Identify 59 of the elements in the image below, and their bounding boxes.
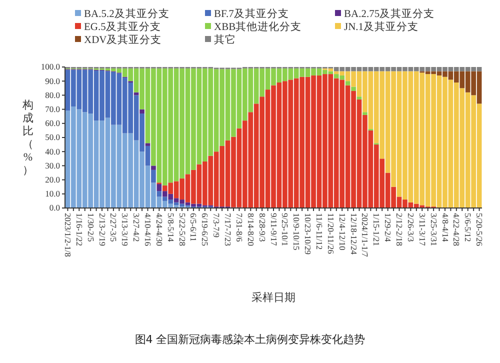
x-tick-label: 3/11-3/17 bbox=[417, 213, 428, 246]
x-tick-label: 7/31-8/6 bbox=[234, 213, 244, 242]
x-tick-label: 2024/1/1-1/7 bbox=[360, 213, 370, 257]
x-tick-label: 4/22-4/28 bbox=[452, 213, 462, 246]
x-tick-label: 6/19-6/25 bbox=[200, 213, 210, 246]
x-tick-label: 7/17-7/23 bbox=[223, 213, 234, 246]
x-tick-label: 1/29-2/4 bbox=[383, 213, 394, 243]
x-tick-label: 7/3-7/9 bbox=[212, 213, 222, 238]
y-tick-label: 100.0 bbox=[40, 62, 60, 72]
x-tick-label: 8/28-9/3 bbox=[257, 213, 268, 242]
x-tick-label: 5/22-5/28 bbox=[177, 213, 188, 246]
legend-label: XBB其他进化分支 bbox=[214, 20, 302, 33]
x-tick-label: 12/4-12/10 bbox=[337, 213, 348, 250]
y-tick-label: 90.0 bbox=[45, 76, 60, 86]
y-axis-title: 构成比（%） bbox=[22, 100, 34, 177]
y-tick-label: 70.0 bbox=[45, 104, 60, 114]
x-tick-label: 3/25-3/31 bbox=[428, 213, 439, 246]
x-tick-label: 12/18-12/24 bbox=[348, 213, 359, 256]
x-tick-label: 2/26-3/3 bbox=[406, 213, 416, 242]
y-tick-label: 10.0 bbox=[45, 188, 60, 199]
x-tick-label: 2/27-3/5 bbox=[108, 213, 119, 242]
legend-label: BA.2.75及其亚分支 bbox=[344, 7, 435, 20]
x-tick-label: 8/14-8/20 bbox=[246, 213, 256, 246]
x-axis-title: 采样日期 bbox=[252, 291, 296, 304]
y-tick-label: 20.0 bbox=[45, 174, 60, 185]
y-tick-label: 40.0 bbox=[45, 146, 60, 156]
x-tick-label: 2/12-2/18 bbox=[394, 213, 405, 246]
x-tick-label: 2023/1/2-1/8 bbox=[62, 213, 73, 257]
x-tick-label: 11/6-11/12 bbox=[314, 213, 325, 250]
x-tick-label: 6/5-6/11 bbox=[188, 213, 199, 242]
caption: 图4 全国新冠病毒感染本土病例变异株变化趋势 bbox=[134, 333, 366, 346]
legend-label: 其它 bbox=[214, 33, 236, 46]
x-tick-label: 3/13-3/19 bbox=[120, 213, 130, 246]
x-tick-label: 5/6-5/12 bbox=[463, 213, 474, 242]
y-tick-label: 30.0 bbox=[45, 160, 60, 170]
x-tick-label: 1/16-1/22 bbox=[74, 213, 84, 246]
x-tick-label: 3/27-4/2 bbox=[132, 213, 142, 242]
x-tick-label: 4/8-4/14 bbox=[440, 213, 450, 243]
x-tick-label: 9/25-10/1 bbox=[280, 213, 290, 246]
x-tick-label: 5/20-5/26 bbox=[474, 213, 485, 246]
legend-label: BA.5.2及其亚分支 bbox=[84, 7, 170, 20]
legend-label: EG.5及其亚分支 bbox=[84, 20, 161, 33]
y-tick-label: 50.0 bbox=[45, 132, 60, 142]
x-tick-label: 11/20-11/26 bbox=[326, 213, 336, 254]
y-tick-label: 0.0 bbox=[49, 202, 60, 213]
legend-label: BF.7及其亚分支 bbox=[214, 7, 289, 20]
x-tick-label: 10/23-10/29 bbox=[303, 213, 314, 255]
x-tick-label: 4/10-4/16 bbox=[143, 213, 154, 246]
x-tick-label: 1/15-1/21 bbox=[372, 213, 382, 246]
legend-label: JN.1及其亚分支 bbox=[344, 20, 419, 33]
x-tick-label: 5/8-5/14 bbox=[166, 213, 176, 243]
y-tick-label: 60.0 bbox=[45, 118, 60, 128]
legend-label: XDV及其亚分支 bbox=[84, 33, 162, 46]
x-tick-label: 2/13-2/19 bbox=[97, 213, 108, 246]
x-tick-label: 10/9-10/15 bbox=[292, 213, 302, 250]
x-tick-label: 4/24-4/30 bbox=[154, 213, 164, 246]
x-tick-label: 9/11-9/17 bbox=[268, 213, 279, 246]
y-tick-label: 80.0 bbox=[45, 90, 60, 100]
x-tick-label: 1/30-2/5 bbox=[86, 213, 96, 242]
